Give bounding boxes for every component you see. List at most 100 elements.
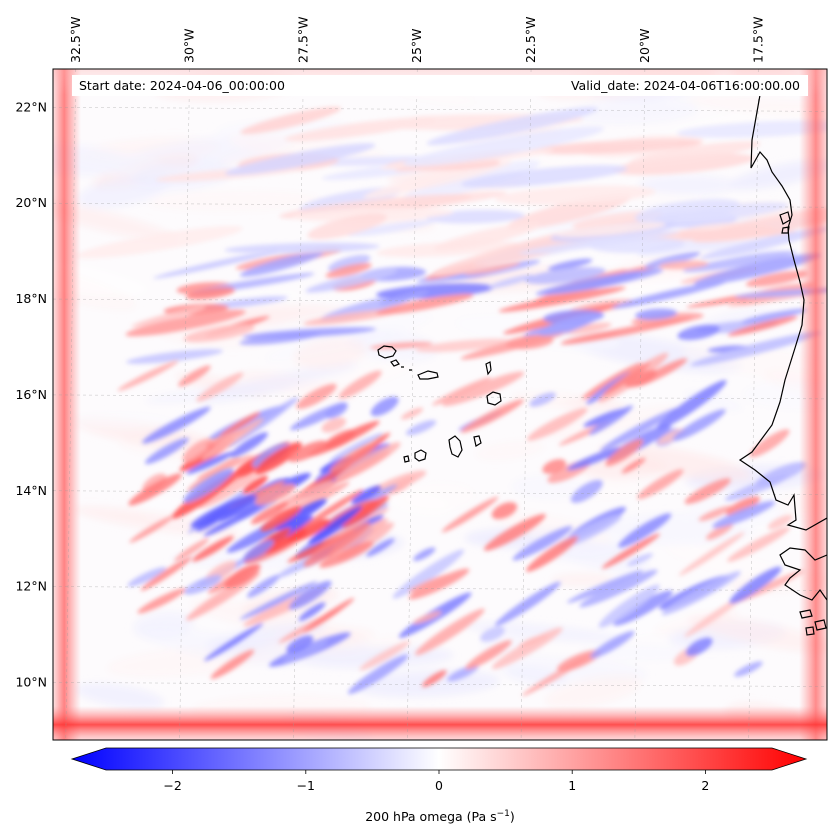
field-patch — [293, 337, 367, 370]
lat-label: 10°N — [15, 674, 47, 689]
field-streak — [557, 649, 601, 672]
field-streak — [239, 251, 324, 277]
field-patch — [551, 573, 613, 586]
field-streak — [338, 370, 382, 399]
field-streak — [612, 153, 755, 176]
field-streak — [529, 392, 556, 407]
field-streak — [727, 526, 791, 562]
field-streak — [286, 635, 314, 654]
field-streak — [319, 541, 374, 568]
field-streak — [488, 274, 534, 289]
field-streak — [684, 478, 731, 505]
field-patch — [504, 666, 570, 687]
field-streak — [183, 324, 255, 343]
colorbar: −2 −1 0 1 2 200 hPa omega (Pa s−1) — [70, 747, 808, 824]
colorbar-tick-label: 0 — [435, 778, 443, 793]
coastal-islets — [779, 211, 791, 234]
field-streak — [505, 335, 554, 350]
valid-date-text: Valid_date: 2024-04-06T16:00:00.00 — [571, 78, 800, 93]
africa-coastline — [738, 94, 827, 531]
lat-label: 16°N — [15, 387, 47, 402]
field-streak — [661, 571, 741, 616]
field-streak — [224, 242, 380, 254]
field-streak — [230, 432, 269, 458]
field-streak — [746, 270, 808, 287]
field-streak — [243, 539, 274, 561]
field-patch — [665, 545, 814, 589]
field-streak — [480, 626, 505, 642]
field-streak — [656, 380, 727, 430]
field-streak — [412, 611, 442, 625]
field-streak — [408, 573, 454, 593]
field-streak — [512, 525, 573, 561]
field-streak — [192, 535, 234, 562]
field-streak — [506, 194, 632, 230]
colorbar-body — [70, 747, 808, 771]
field-streak — [491, 502, 518, 520]
colorbar-label-text: 200 hPa omega (Pa s — [365, 809, 496, 824]
field-streak — [288, 580, 332, 610]
field-streak — [556, 222, 666, 238]
field-streak — [461, 165, 628, 188]
field-streak — [625, 369, 657, 388]
field-streak — [658, 260, 709, 270]
field-streak — [621, 457, 646, 474]
island-santa-luzia-dots — [401, 366, 412, 371]
field-streak — [495, 581, 561, 626]
field-streak — [627, 553, 653, 567]
field-streak — [247, 574, 280, 598]
field-streak — [260, 506, 302, 532]
gridline-lon — [520, 69, 532, 740]
field-streak — [185, 287, 236, 300]
field-streak — [526, 536, 579, 572]
field-patch — [475, 440, 545, 461]
field-streak — [685, 637, 713, 657]
field-streak — [183, 575, 222, 595]
lat-label: 12°N — [15, 579, 47, 594]
field-streak — [303, 522, 370, 567]
field-streak — [442, 371, 525, 407]
gridline-lon — [406, 69, 418, 740]
longitude-labels: 32.5°W 30°W 27.5°W 25°W 22.5°W 20°W 17.5°W — [68, 17, 766, 63]
field-streak — [637, 469, 684, 500]
field-streak — [447, 664, 479, 682]
field-streak — [613, 590, 673, 626]
field-streak — [602, 362, 651, 396]
lat-label: 20°N — [15, 195, 47, 210]
field-streak — [307, 213, 387, 240]
field-streak — [415, 338, 514, 353]
field-streak — [347, 654, 409, 695]
island-sao-vicente — [390, 359, 400, 367]
field-streak — [201, 418, 264, 460]
field-patch — [599, 596, 745, 639]
field-streak — [363, 160, 512, 199]
field-streak — [682, 251, 796, 273]
field-streak — [491, 627, 563, 670]
field-streak — [204, 623, 264, 662]
lat-label: 22°N — [15, 99, 47, 114]
field-patch — [638, 175, 737, 195]
island-maio — [473, 435, 482, 447]
field-streak — [128, 473, 182, 506]
latitude-labels: 22°N 20°N 18°N 16°N 14°N 12°N 10°N — [15, 99, 47, 689]
africa-coastline-south — [779, 547, 827, 601]
field-streak — [126, 349, 223, 364]
field-streak — [298, 602, 326, 621]
omega-field — [53, 69, 827, 740]
field-patch — [598, 443, 752, 482]
field-streak — [598, 584, 660, 628]
field-streak — [76, 226, 243, 259]
field-streak — [677, 324, 721, 341]
field-streak — [564, 322, 612, 335]
field-streak — [186, 451, 235, 475]
field-streak — [197, 474, 255, 509]
field-streak — [308, 505, 363, 544]
colorbar-tick-label: −2 — [163, 778, 181, 793]
gridline-lon — [65, 69, 77, 740]
field-streak — [749, 429, 790, 458]
field-streak — [129, 515, 174, 543]
field-streak — [288, 440, 328, 462]
field-patch — [687, 614, 827, 653]
field-streak — [698, 505, 733, 521]
lon-label: 20°W — [637, 28, 652, 63]
